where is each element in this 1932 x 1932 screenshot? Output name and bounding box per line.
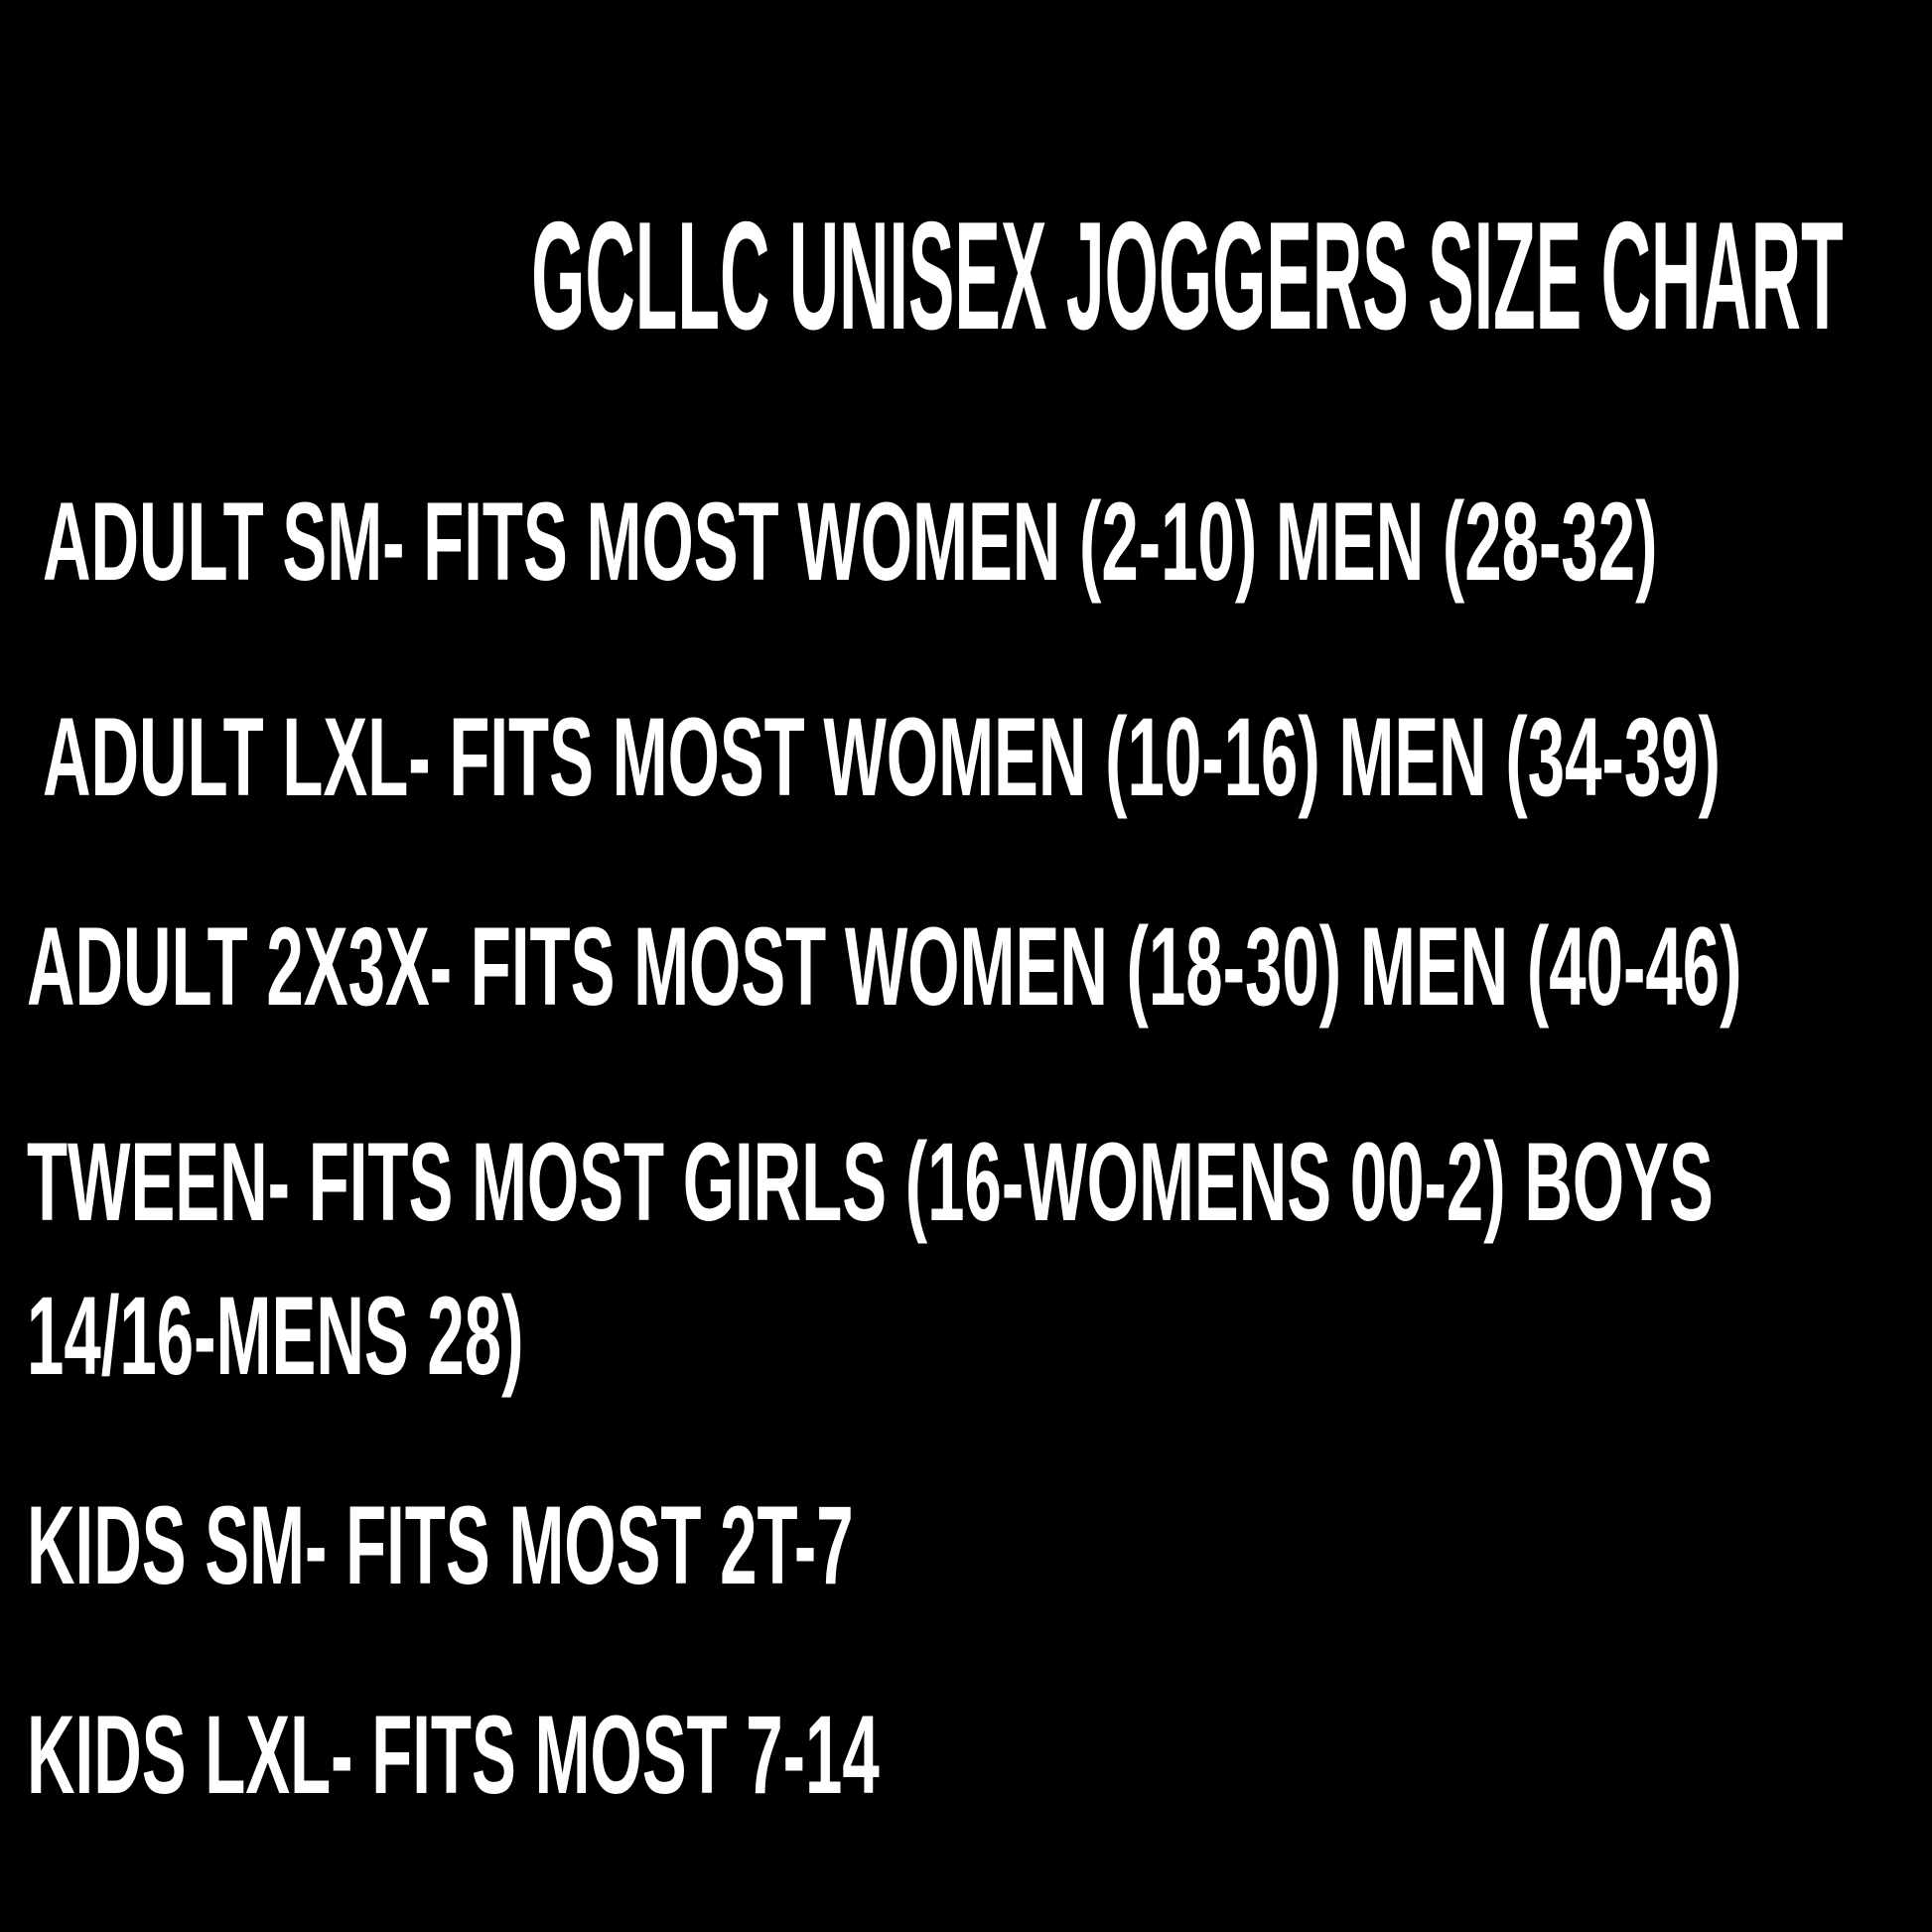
size-row-adult-lxl: ADULT LXL- FITS MOST WOMEN (10-16) MEN (…	[43, 695, 1722, 819]
size-row-kids-lxl: KIDS LXL- FITS MOST 7-14	[27, 1693, 880, 1817]
size-row-adult-2x3x: ADULT 2X3X- FITS MOST WOMEN (18-30) MEN …	[27, 904, 1742, 1029]
size-chart-title: GCLLC UNISEX JOGGERS SIZE CHART	[531, 190, 1844, 361]
size-row-tween-continued: 14/16-MENS 28)	[27, 1274, 524, 1398]
size-row-adult-sm: ADULT SM- FITS MOST WOMEN (2-10) MEN (28…	[43, 480, 1658, 604]
size-row-tween: TWEEN- FITS MOST GIRLS (16-WOMENS 00-2) …	[27, 1120, 1714, 1244]
size-row-kids-sm: KIDS SM- FITS MOST 2T-7	[27, 1483, 854, 1607]
